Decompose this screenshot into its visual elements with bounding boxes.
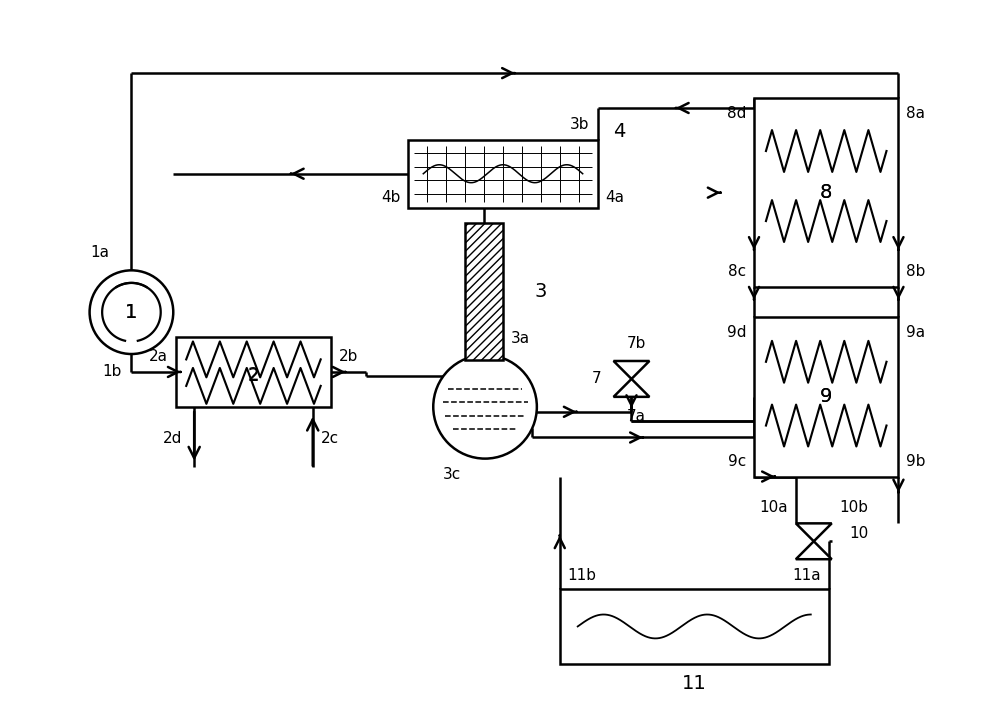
Bar: [408, 140, 598, 208]
Text: 8a: 8a: [906, 106, 925, 121]
Text: 11b: 11b: [568, 568, 597, 583]
Text: 2: 2: [248, 367, 259, 385]
Circle shape: [433, 355, 537, 459]
Text: 3a: 3a: [511, 331, 530, 346]
Bar: [465, 222, 503, 360]
Text: 8b: 8b: [906, 265, 926, 280]
Bar: [560, 589, 829, 664]
Text: 3: 3: [535, 282, 547, 300]
Text: 4b: 4b: [381, 190, 400, 205]
Bar: [754, 317, 898, 477]
Text: 7: 7: [592, 371, 602, 386]
Text: 2: 2: [248, 366, 259, 384]
Text: 1: 1: [125, 303, 138, 322]
Text: 2c: 2c: [321, 431, 339, 446]
Text: 8: 8: [820, 183, 832, 202]
Text: 2b: 2b: [339, 349, 358, 364]
Text: 2a: 2a: [149, 349, 168, 364]
Text: 10a: 10a: [759, 500, 788, 516]
Text: 8c: 8c: [728, 265, 746, 280]
Text: 4a: 4a: [606, 190, 625, 205]
Bar: [754, 98, 898, 288]
Text: 1a: 1a: [91, 245, 110, 260]
Text: 1: 1: [125, 303, 138, 322]
Text: 3b: 3b: [570, 117, 590, 132]
Text: 2d: 2d: [163, 431, 182, 446]
Polygon shape: [796, 523, 832, 541]
Polygon shape: [614, 379, 649, 397]
Text: 9: 9: [820, 387, 832, 407]
Text: 4: 4: [613, 123, 626, 141]
Text: 11a: 11a: [792, 568, 821, 583]
Text: 10b: 10b: [840, 500, 869, 516]
Text: 8d: 8d: [727, 106, 746, 121]
Text: 9a: 9a: [906, 325, 926, 340]
Text: 9b: 9b: [906, 454, 926, 469]
Text: 9: 9: [820, 387, 832, 407]
Text: 10: 10: [849, 526, 868, 541]
Text: 8: 8: [820, 183, 832, 202]
Text: 11: 11: [682, 674, 707, 693]
Text: 7a: 7a: [627, 409, 646, 424]
Text: 9c: 9c: [728, 454, 746, 469]
Text: 7b: 7b: [627, 336, 646, 351]
Polygon shape: [614, 361, 649, 379]
Text: 1b: 1b: [102, 364, 121, 379]
Text: 3c: 3c: [443, 467, 461, 482]
Bar: [176, 337, 331, 407]
Text: 9d: 9d: [727, 325, 746, 340]
Polygon shape: [796, 541, 832, 559]
